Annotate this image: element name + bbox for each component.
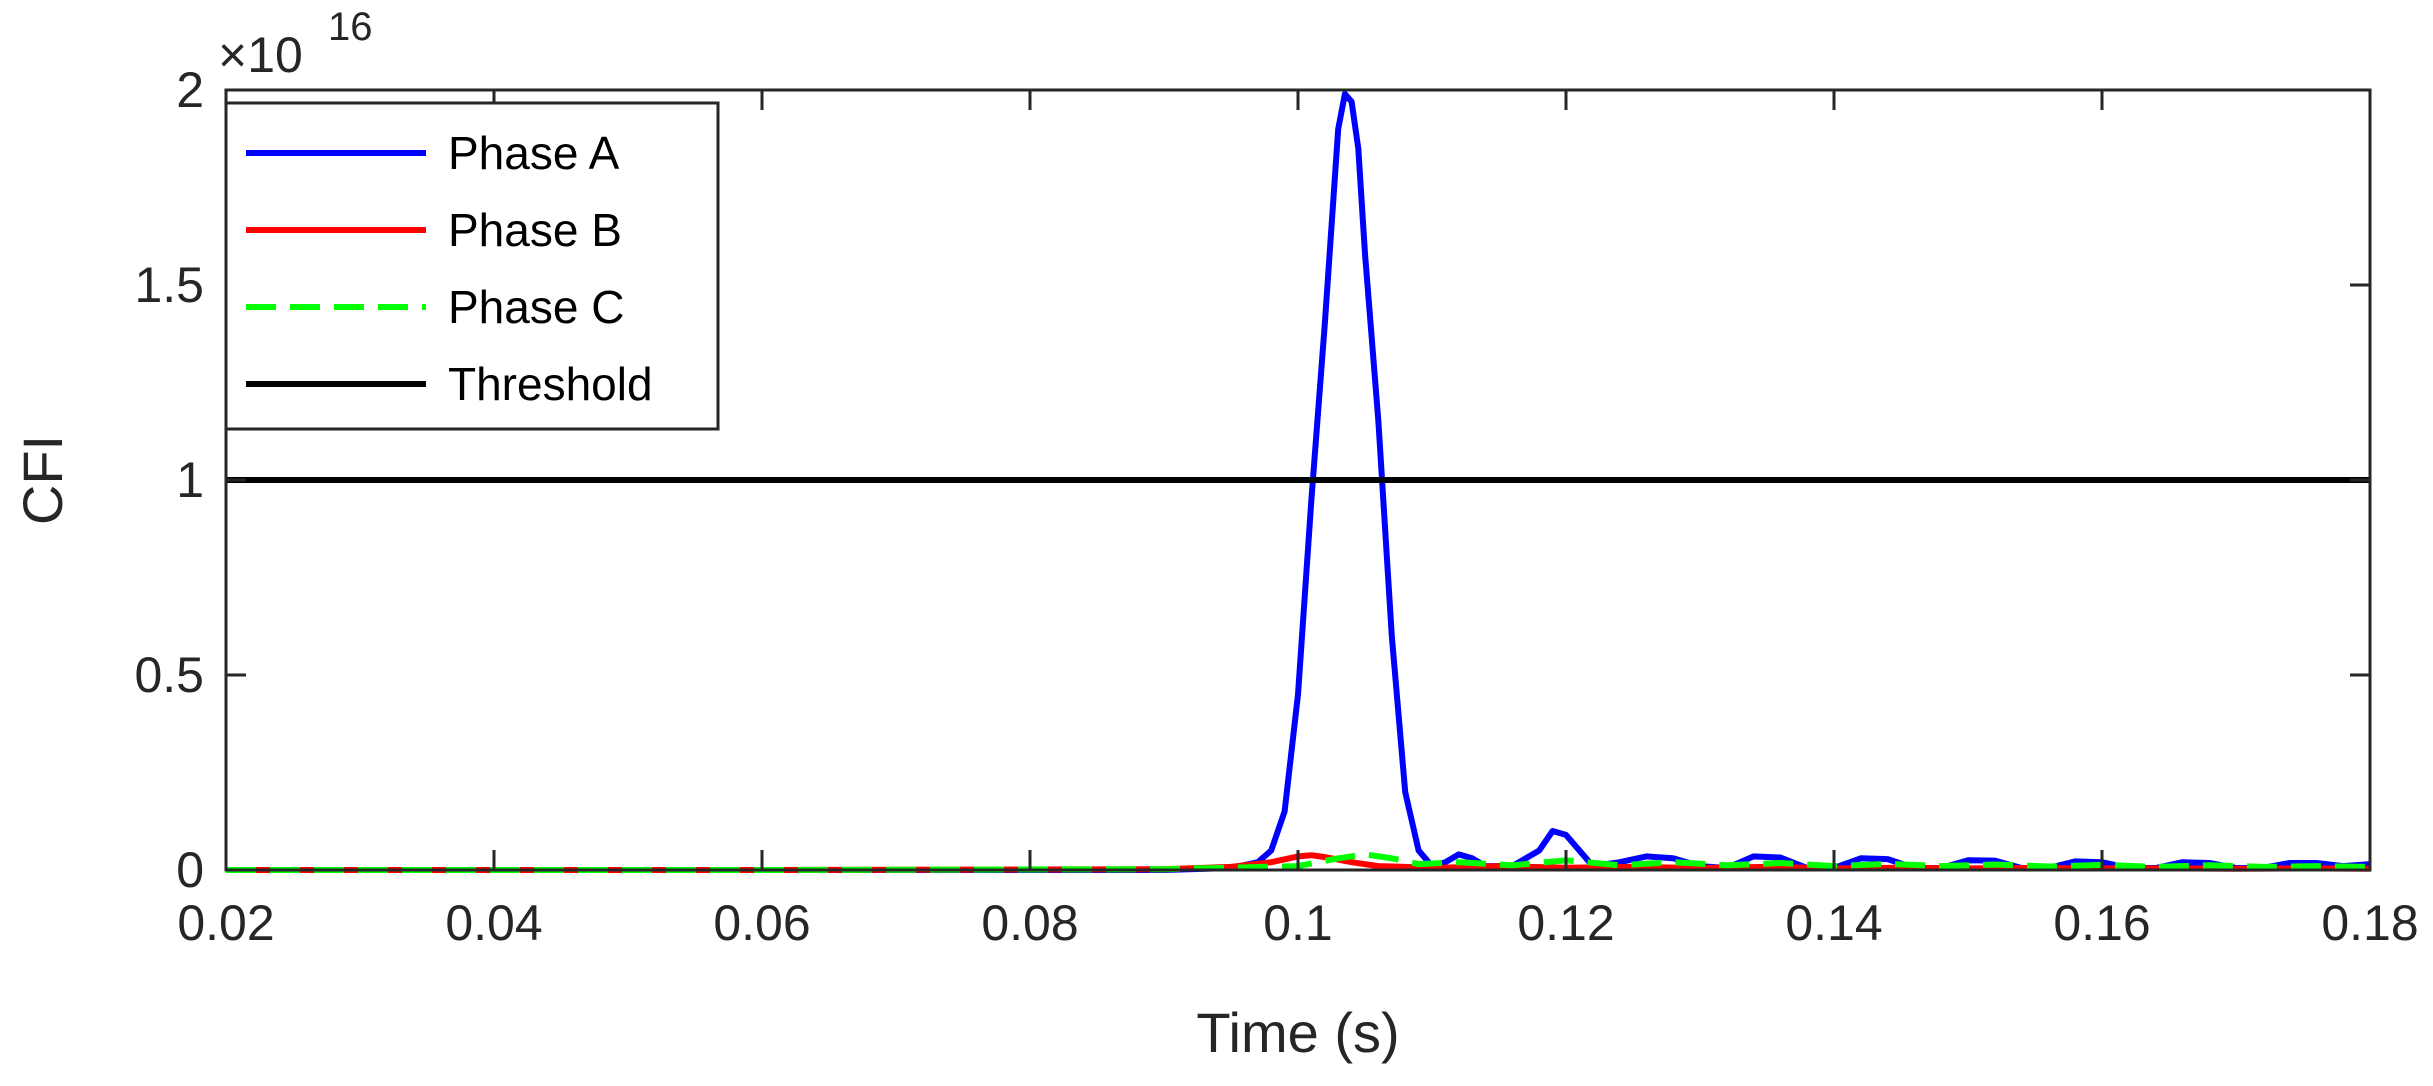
- y-tick-label: 1.5: [134, 257, 204, 313]
- legend-label-threshold: Threshold: [448, 358, 653, 410]
- x-tick-label: 0.12: [1517, 895, 1614, 951]
- series-line-phase-b: [226, 852, 2370, 873]
- x-tick-label: 0.14: [1785, 895, 1882, 951]
- y-axis-label: CFI: [11, 435, 74, 525]
- y-tick-label: 0.5: [134, 647, 204, 703]
- x-axis-label: Time (s): [1196, 1001, 1399, 1064]
- y-tick-label: 2: [176, 62, 204, 118]
- legend-label-phase-b: Phase B: [448, 204, 622, 256]
- x-tick-label: 0.08: [981, 895, 1078, 951]
- y-tick-label: 0: [176, 842, 204, 898]
- y-exponent-label: ×10: [218, 27, 303, 83]
- legend-label-phase-a: Phase A: [448, 127, 620, 179]
- y-exponent-power: 16: [328, 5, 373, 49]
- x-tick-label: 0.06: [713, 895, 810, 951]
- legend-label-phase-c: Phase C: [448, 281, 624, 333]
- x-tick-label: 0.18: [2321, 895, 2418, 951]
- y-tick-label: 1: [176, 452, 204, 508]
- series-line-phase-c: [226, 851, 2370, 873]
- legend-box: [224, 101, 720, 431]
- x-tick-label: 0.04: [445, 895, 542, 951]
- x-tick-label: 0.02: [177, 895, 274, 951]
- x-tick-label: 0.16: [2053, 895, 2150, 951]
- x-tick-label: 0.1: [1263, 895, 1333, 951]
